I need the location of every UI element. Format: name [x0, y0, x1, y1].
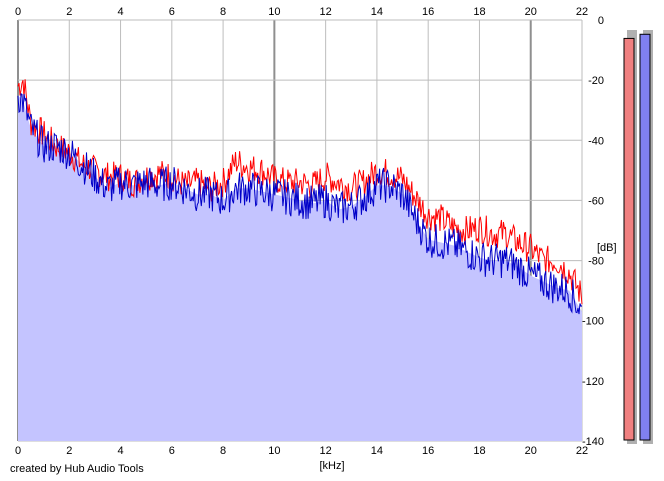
x-tick-bottom-0: 0 [15, 445, 21, 457]
meter-left [623, 37, 635, 441]
x-tick-bottom-2: 4 [117, 445, 123, 457]
x-tick-top-4: 8 [220, 6, 226, 18]
series-line-1 [17, 93, 583, 315]
x-tick-bottom-3: 6 [169, 445, 175, 457]
y-tick-3: -60 [588, 195, 604, 207]
x-tick-top-0: 0 [15, 6, 21, 18]
y-tick-2: -40 [588, 135, 604, 147]
x-ticks-top: 0 2 4 6 8 10 12 14 16 18 20 22 [15, 6, 588, 18]
y-tick-7: -140 [582, 436, 604, 448]
spectrum-fill [18, 95, 582, 441]
y-tick-1: -20 [588, 75, 604, 87]
x-tick-bottom-11: 22 [576, 445, 588, 457]
y-tick-6: -120 [582, 376, 604, 388]
x-tick-bottom-6: 12 [320, 445, 332, 457]
x-axis-label: [kHz] [319, 460, 344, 472]
y-tick-4: -80 [588, 256, 604, 268]
x-tick-top-10: 20 [525, 6, 537, 18]
y-tick-5: -100 [582, 316, 604, 328]
series-group [17, 79, 583, 315]
x-tick-top-9: 18 [473, 6, 485, 18]
x-tick-top-3: 6 [169, 6, 175, 18]
x-ticks-bottom: 0 2 4 6 8 10 12 14 16 18 20 22 [15, 445, 588, 457]
credit-text: created by Hub Audio Tools [10, 463, 144, 475]
x-tick-top-6: 12 [320, 6, 332, 18]
meter-right [639, 33, 651, 441]
x-tick-top-1: 2 [66, 6, 72, 18]
x-tick-bottom-7: 14 [371, 445, 383, 457]
level-meters [623, 30, 653, 444]
x-tick-bottom-10: 20 [525, 445, 537, 457]
x-tick-bottom-8: 16 [422, 445, 434, 457]
x-tick-bottom-9: 18 [473, 445, 485, 457]
x-tick-bottom-1: 2 [66, 445, 72, 457]
x-tick-top-8: 16 [422, 6, 434, 18]
x-tick-top-11: 22 [576, 6, 588, 18]
x-tick-top-5: 10 [268, 6, 280, 18]
x-tick-bottom-5: 10 [268, 445, 280, 457]
y-ticks: 0 -20 -40 -60 -80 -100 -120 -140 [582, 15, 604, 448]
y-axis-label: [dB] [597, 242, 617, 254]
y-tick-0: 0 [598, 15, 604, 27]
x-tick-top-2: 4 [117, 6, 123, 18]
x-tick-bottom-4: 8 [220, 445, 226, 457]
x-tick-top-7: 14 [371, 6, 383, 18]
